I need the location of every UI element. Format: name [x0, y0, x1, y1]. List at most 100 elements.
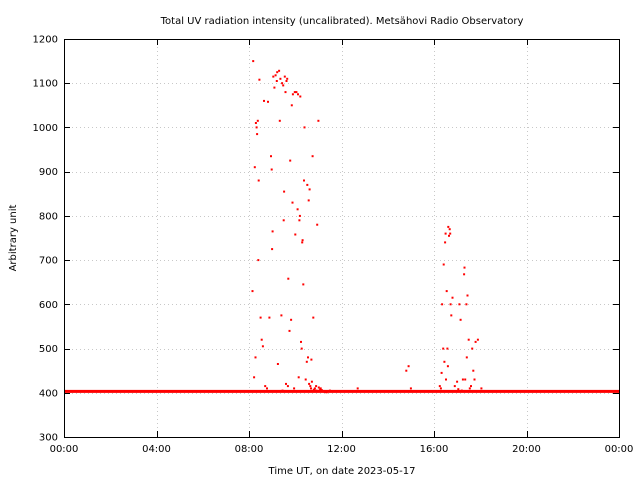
data-point: [290, 104, 293, 107]
y-tick-label: 1100: [33, 79, 58, 90]
data-point: [303, 126, 306, 129]
data-point: [297, 376, 300, 379]
x-tick-label: 08:00: [235, 444, 264, 455]
data-point: [283, 75, 286, 78]
data-point: [461, 378, 464, 381]
data-point: [267, 100, 269, 103]
data-point: [255, 126, 258, 129]
data-point: [310, 387, 312, 390]
data-point: [270, 168, 273, 171]
y-tick-label: 700: [39, 256, 58, 267]
y-tick-label: 1200: [33, 35, 58, 46]
data-point: [286, 77, 289, 80]
data-point: [449, 232, 452, 235]
data-point: [306, 183, 309, 186]
data-point: [448, 228, 451, 231]
data-point: [440, 371, 443, 374]
data-point: [326, 390, 329, 393]
data-point: [317, 119, 320, 122]
data-point: [285, 382, 287, 385]
data-point: [308, 382, 311, 385]
data-point: [273, 86, 276, 89]
data-point: [467, 338, 470, 341]
data-point: [311, 155, 314, 158]
data-point: [298, 214, 301, 217]
data-point: [474, 340, 477, 343]
data-point: [445, 378, 447, 381]
data-point: [285, 80, 288, 82]
data-point: [307, 199, 310, 202]
data-point: [460, 389, 463, 392]
data-point: [446, 365, 449, 368]
data-point: [438, 385, 441, 388]
data-point: [290, 318, 293, 321]
data-point: [466, 294, 469, 297]
data-point: [317, 386, 320, 389]
data-point: [259, 316, 262, 319]
data-point: [457, 388, 460, 391]
data-point: [295, 91, 298, 94]
data-point: [328, 389, 331, 392]
x-tick-label: 00:00: [605, 444, 634, 455]
data-point: [302, 283, 305, 286]
y-tick-labels: 300 400 500 600 700 800 900 1000 1100 1200: [33, 35, 58, 444]
data-point: [300, 347, 303, 350]
data-point: [274, 74, 277, 77]
data-point: [299, 95, 302, 98]
data-point: [319, 387, 322, 390]
data-point: [480, 387, 483, 390]
data-point: [278, 69, 281, 72]
data-point: [444, 232, 447, 235]
data-point: [320, 389, 323, 392]
data-point: [294, 233, 297, 236]
data-point: [301, 239, 304, 242]
data-point: [318, 389, 321, 392]
data-point: [253, 376, 256, 379]
data-point: [288, 329, 291, 332]
data-point: [465, 303, 468, 306]
x-axis-label: Time UT, on date 2023-05-17: [268, 466, 416, 477]
data-point: [293, 387, 296, 390]
chart-title: Total UV radiation intensity (uncalibrat…: [160, 16, 524, 27]
data-point: [252, 60, 255, 63]
data-point: [280, 314, 283, 317]
y-tick-label: 400: [39, 388, 58, 399]
data-point: [264, 385, 267, 388]
data-point: [256, 133, 259, 136]
data-point: [323, 390, 326, 393]
data-point: [409, 387, 412, 390]
data-point: [271, 248, 274, 251]
baseline-points: [64, 389, 619, 393]
x-tick-label: 20:00: [512, 444, 541, 455]
data-point: [287, 277, 290, 280]
data-point: [291, 201, 294, 204]
data-point: [257, 259, 260, 262]
data-point: [272, 75, 275, 78]
data-point: [356, 387, 359, 390]
data-point: [260, 338, 263, 341]
data-point: [271, 230, 274, 233]
data-point: [310, 380, 313, 383]
data-point: [315, 385, 318, 388]
data-point: [312, 316, 315, 319]
y-tick-label: 300: [39, 433, 58, 444]
x-tick-label: 16:00: [420, 444, 449, 455]
data-point: [325, 391, 328, 394]
data-point: [289, 159, 292, 162]
data-points: [251, 60, 483, 394]
data-point: [281, 389, 284, 392]
data-point: [309, 385, 312, 388]
data-point: [313, 389, 316, 392]
data-point: [472, 369, 475, 372]
data-point: [257, 179, 260, 182]
plot-frame: [64, 39, 620, 438]
data-point: [279, 77, 282, 80]
y-tick-label: 900: [39, 167, 58, 178]
data-point: [263, 99, 265, 102]
data-point: [465, 356, 468, 359]
data-point: [449, 303, 452, 306]
data-point: [439, 387, 442, 390]
data-point: [451, 296, 454, 299]
